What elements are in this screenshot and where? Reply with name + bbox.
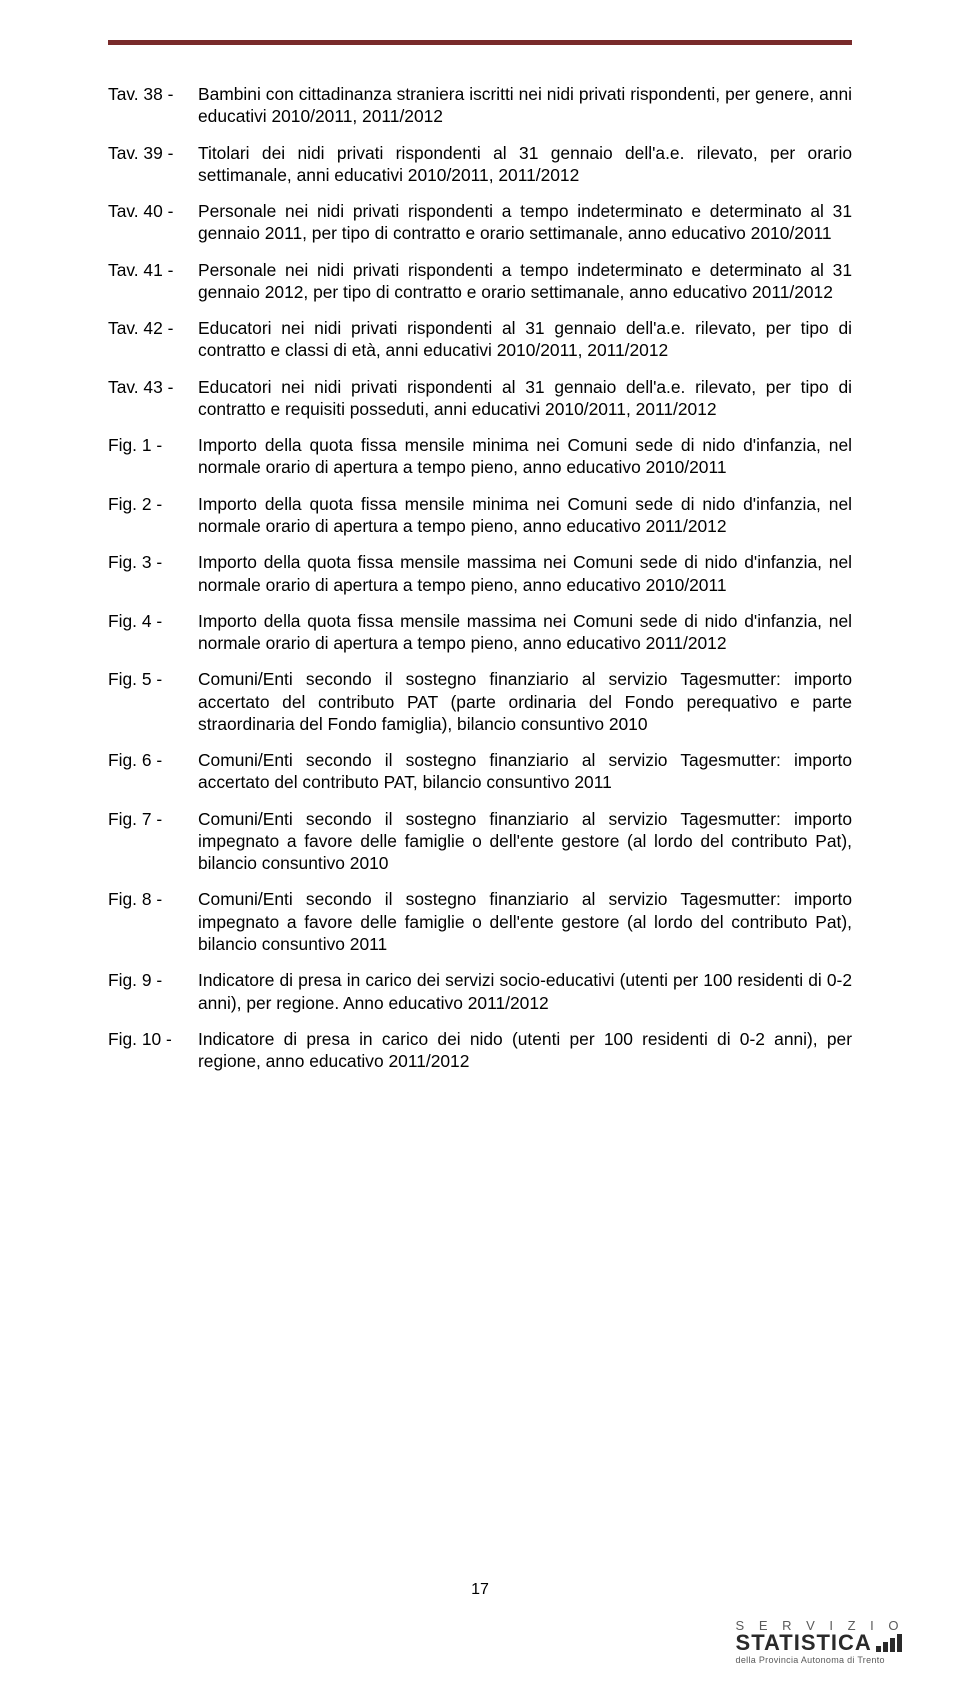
toc-entry-label: Fig. 7 - <box>108 808 198 875</box>
toc-entry: Fig. 6 -Comuni/Enti secondo il sostegno … <box>108 749 852 794</box>
toc-entry: Fig. 10 -Indicatore di presa in carico d… <box>108 1028 852 1073</box>
toc-entry-text: Comuni/Enti secondo il sostegno finanzia… <box>198 888 852 955</box>
logo-line-3: della Provincia Autonoma di Trento <box>736 1656 904 1665</box>
toc-entry: Fig. 4 -Importo della quota fissa mensil… <box>108 610 852 655</box>
toc-entry-label: Tav. 42 - <box>108 317 198 362</box>
toc-entry-text: Educatori nei nidi privati rispondenti a… <box>198 317 852 362</box>
toc-entry-text: Bambini con cittadinanza straniera iscri… <box>198 83 852 128</box>
toc-entry: Fig. 3 -Importo della quota fissa mensil… <box>108 551 852 596</box>
toc-entry-text: Importo della quota fissa mensile minima… <box>198 434 852 479</box>
toc-entry: Tav. 38 -Bambini con cittadinanza strani… <box>108 83 852 128</box>
toc-entry-label: Tav. 38 - <box>108 83 198 128</box>
toc-entry-text: Indicatore di presa in carico dei nido (… <box>198 1028 852 1073</box>
toc-entry-text: Indicatore di presa in carico dei serviz… <box>198 969 852 1014</box>
toc-entry-text: Importo della quota fissa mensile massim… <box>198 551 852 596</box>
toc-entry-label: Fig. 8 - <box>108 888 198 955</box>
toc-entry: Tav. 41 -Personale nei nidi privati risp… <box>108 259 852 304</box>
toc-entry-text: Personale nei nidi privati rispondenti a… <box>198 259 852 304</box>
toc-entry-label: Fig. 1 - <box>108 434 198 479</box>
toc-entry-label: Fig. 4 - <box>108 610 198 655</box>
toc-entry-text: Personale nei nidi privati rispondenti a… <box>198 200 852 245</box>
toc-entry: Fig. 9 -Indicatore di presa in carico de… <box>108 969 852 1014</box>
toc-entry: Fig. 1 -Importo della quota fissa mensil… <box>108 434 852 479</box>
toc-entry: Tav. 40 -Personale nei nidi privati risp… <box>108 200 852 245</box>
toc-entry: Fig. 7 -Comuni/Enti secondo il sostegno … <box>108 808 852 875</box>
logo-bars-icon <box>876 1634 902 1652</box>
document-page: Tav. 38 -Bambini con cittadinanza strani… <box>0 0 960 1699</box>
toc-entry-label: Fig. 5 - <box>108 668 198 735</box>
toc-entry: Tav. 39 -Titolari dei nidi privati rispo… <box>108 142 852 187</box>
toc-entry-label: Tav. 40 - <box>108 200 198 245</box>
logo-word: STATISTICA <box>736 1632 872 1654</box>
toc-entry: Fig. 8 -Comuni/Enti secondo il sostegno … <box>108 888 852 955</box>
toc-entry-text: Comuni/Enti secondo il sostegno finanzia… <box>198 749 852 794</box>
toc-entry-label: Tav. 43 - <box>108 376 198 421</box>
toc-entry-label: Fig. 10 - <box>108 1028 198 1073</box>
toc-entry-label: Fig. 2 - <box>108 493 198 538</box>
toc-entry-text: Educatori nei nidi privati rispondenti a… <box>198 376 852 421</box>
toc-entry-label: Fig. 6 - <box>108 749 198 794</box>
toc-entry: Fig. 2 -Importo della quota fissa mensil… <box>108 493 852 538</box>
toc-entry-label: Tav. 41 - <box>108 259 198 304</box>
toc-entry-label: Fig. 3 - <box>108 551 198 596</box>
toc-entry-label: Tav. 39 - <box>108 142 198 187</box>
toc-entry-text: Titolari dei nidi privati rispondenti al… <box>198 142 852 187</box>
toc-entry-text: Importo della quota fissa mensile massim… <box>198 610 852 655</box>
toc-entry: Fig. 5 -Comuni/Enti secondo il sostegno … <box>108 668 852 735</box>
toc-entry-label: Fig. 9 - <box>108 969 198 1014</box>
toc-entry-text: Comuni/Enti secondo il sostegno finanzia… <box>198 808 852 875</box>
footer-logo: S E R V I Z I O STATISTICA della Provinc… <box>736 1619 904 1665</box>
toc-entry: Tav. 43 -Educatori nei nidi privati risp… <box>108 376 852 421</box>
toc-entry-text: Importo della quota fissa mensile minima… <box>198 493 852 538</box>
toc-list: Tav. 38 -Bambini con cittadinanza strani… <box>108 83 852 1072</box>
page-number: 17 <box>0 1581 960 1599</box>
toc-entry-text: Comuni/Enti secondo il sostegno finanzia… <box>198 668 852 735</box>
toc-entry: Tav. 42 -Educatori nei nidi privati risp… <box>108 317 852 362</box>
top-rule <box>108 40 852 45</box>
logo-line-2: STATISTICA <box>736 1632 904 1654</box>
